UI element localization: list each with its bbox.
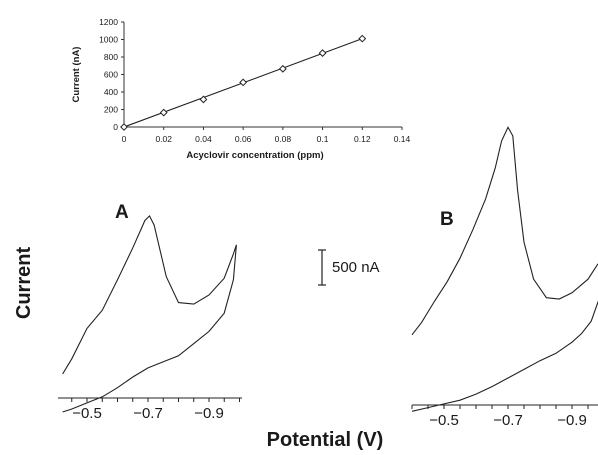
inset-x-tick-label: 0.04 <box>195 134 212 144</box>
scale-bar-label: 500 nA <box>332 259 380 276</box>
x-tick-label-B: −0.7 <box>493 412 523 429</box>
inset-x-tick-label: 0 <box>122 134 127 144</box>
inset-x-axis-label: Acyclovir concentration (ppm) <box>186 150 323 161</box>
inset-x-tick-label: 0.14 <box>394 134 411 144</box>
x-tick-label-B: −0.5 <box>429 412 459 429</box>
x-tick-label-A: −0.5 <box>72 405 102 422</box>
inset-x-tick-label: 0.1 <box>317 134 329 144</box>
inset-data-point <box>358 34 367 43</box>
x-tick-label-B: −0.9 <box>557 412 587 429</box>
x-tick-label-A: −0.7 <box>133 405 163 422</box>
inset-chart: 0 0.02 0.04 0.06 0.08 0.1 0.12 0.14 0 200 400 600 80… <box>71 17 411 161</box>
voltammogram-curve-B <box>411 126 598 412</box>
x-axis-title: Potential (V) <box>267 429 384 451</box>
inset-data-point <box>318 49 327 57</box>
inset-data-point <box>120 123 128 131</box>
inset-y-tick-label: 0 <box>113 122 118 132</box>
inset-y-tick-label: 800 <box>104 52 118 62</box>
panel-A: −0.5 −0.7 −0.9 A <box>58 202 242 422</box>
inset-x-tick-label: 0.08 <box>275 134 292 144</box>
y-axis-title: Current <box>13 247 35 320</box>
inset-data-point <box>239 78 248 87</box>
x-tick-label-A: −0.9 <box>194 405 224 422</box>
inset-data-point <box>199 95 208 104</box>
inset-y-tick-label: 1200 <box>99 17 118 27</box>
inset-x-tick-label: 0.06 <box>235 134 252 144</box>
inset-data-point <box>159 108 168 117</box>
inset-x-tick-label: 0.12 <box>354 134 371 144</box>
scale-bar: 500 nA <box>318 249 380 286</box>
inset-x-tick-label: 0.02 <box>155 134 172 144</box>
panel-B: −0.5 −0.7 −0.9 B <box>411 126 598 429</box>
voltammogram-curve-A <box>62 214 237 413</box>
inset-y-tick-label: 200 <box>104 105 118 115</box>
panel-label-A: A <box>115 202 129 223</box>
panel-label-B: B <box>440 209 454 230</box>
inset-y-tick-label: 600 <box>104 70 118 80</box>
inset-y-tick-label: 1000 <box>99 35 118 45</box>
inset-data-point <box>278 64 287 73</box>
inset-y-tick-label: 400 <box>104 87 118 97</box>
inset-y-axis-label: Current (nA) <box>71 47 82 103</box>
